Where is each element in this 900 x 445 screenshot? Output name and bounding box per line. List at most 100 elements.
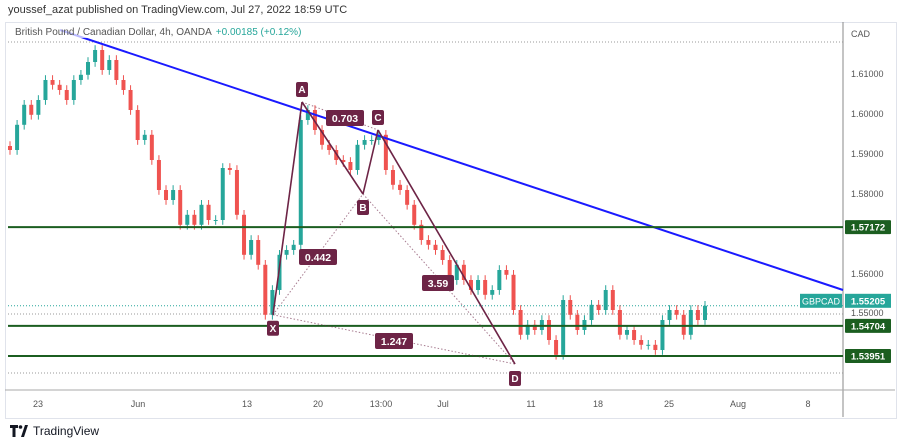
- candle: [149, 134, 154, 160]
- candle: [128, 90, 133, 110]
- level-price-badge: [845, 318, 891, 333]
- candle: [199, 204, 204, 225]
- pattern-ratio-badge: [326, 110, 364, 126]
- candle: [171, 190, 176, 200]
- candle: [468, 280, 473, 290]
- candle: [447, 260, 452, 280]
- x-tick-label: 13: [242, 399, 252, 409]
- y-tick-label: 1.59000: [851, 149, 884, 159]
- candle: [249, 240, 254, 255]
- candle: [653, 344, 658, 350]
- candle: [121, 80, 126, 90]
- y-tick-label: 1.61000: [851, 69, 884, 79]
- candle: [568, 300, 573, 315]
- candle: [532, 324, 537, 330]
- candle: [234, 170, 239, 215]
- trendline: [59, 29, 844, 291]
- candle: [242, 214, 247, 255]
- pattern-point-badge: [267, 320, 279, 336]
- x-tick-label: Aug: [730, 399, 746, 409]
- candle: [178, 190, 183, 225]
- pattern-point-badge: [357, 200, 369, 215]
- pattern-ratio-badge: [422, 275, 454, 291]
- candle: [681, 314, 686, 335]
- candle: [476, 280, 481, 290]
- candle: [64, 90, 69, 100]
- tradingview-logo[interactable]: TradingView: [10, 424, 99, 438]
- candle: [433, 244, 438, 250]
- x-tick-label: Jun: [131, 399, 146, 409]
- candle: [525, 324, 530, 335]
- candle: [639, 340, 644, 345]
- pattern-point-label: D: [511, 374, 518, 385]
- y-tick-label: 1.56000: [851, 269, 884, 279]
- pattern-point-badge: [372, 110, 384, 125]
- candle: [298, 120, 303, 245]
- candle: [206, 204, 211, 220]
- pattern-ratio-label: 0.442: [305, 252, 331, 264]
- candle: [376, 134, 381, 140]
- candle: [355, 144, 360, 170]
- price-chart[interactable]: CAD1.610001.600001.590001.580001.560001.…: [0, 0, 900, 420]
- candle: [660, 320, 665, 350]
- candle: [688, 310, 693, 335]
- candle: [440, 250, 445, 260]
- x-tick-label: 8: [805, 399, 810, 409]
- x-tick-label: 23: [33, 399, 43, 409]
- candle: [185, 214, 190, 225]
- candle: [426, 240, 431, 245]
- candle: [695, 310, 700, 320]
- x-tick-label: 11: [526, 399, 535, 409]
- candle: [50, 80, 55, 85]
- candle: [518, 310, 523, 335]
- candle: [213, 220, 218, 221]
- candle: [305, 110, 310, 120]
- level-price-label: 1.53951: [851, 351, 886, 362]
- pattern-dotted-leg: [362, 193, 516, 365]
- pattern-leg: [272, 101, 303, 315]
- candle: [227, 168, 232, 170]
- pattern-dotted-leg: [272, 193, 364, 316]
- candle: [36, 100, 41, 115]
- tradingview-logo-icon: [10, 425, 28, 437]
- x-tick-label: 18: [593, 399, 603, 409]
- candle: [703, 305, 707, 320]
- candle: [220, 168, 225, 220]
- x-tick-label: 25: [664, 399, 674, 409]
- candle: [575, 314, 580, 330]
- x-tick-label: Jul: [437, 399, 449, 409]
- pattern-leg: [301, 101, 364, 195]
- candle: [632, 330, 637, 340]
- symbol-badge: [800, 293, 842, 308]
- symbol-title: British Pound / Canadian Dollar, 4h, OAN…: [15, 27, 212, 38]
- candle: [312, 110, 317, 130]
- candle: [454, 264, 459, 280]
- pattern-point-label: B: [359, 203, 366, 214]
- pattern-point-label: C: [374, 113, 381, 124]
- candle: [348, 162, 353, 170]
- currency-label: CAD: [851, 29, 871, 39]
- candle: [320, 130, 325, 145]
- chart-frame: [5, 22, 897, 419]
- candle: [192, 214, 197, 225]
- candle: [78, 74, 83, 80]
- candle: [107, 60, 112, 70]
- candle: [284, 250, 289, 255]
- candle: [100, 50, 105, 70]
- pattern-point-label: X: [270, 324, 277, 335]
- candle: [22, 104, 27, 125]
- candle: [362, 140, 367, 145]
- candle: [589, 304, 594, 320]
- candle: [71, 80, 76, 100]
- pattern-ratio-label: 0.703: [332, 113, 358, 125]
- candle: [596, 304, 601, 310]
- publish-info: youssef_azat published on TradingView.co…: [8, 4, 348, 16]
- candle: [390, 170, 395, 185]
- candle: [511, 274, 516, 310]
- price-change: +0.00185 (+0.12%): [215, 27, 302, 38]
- candle: [624, 330, 629, 335]
- candle: [369, 140, 374, 141]
- candle: [490, 290, 495, 295]
- x-tick-label: 13:00: [370, 399, 393, 409]
- candle: [43, 80, 48, 100]
